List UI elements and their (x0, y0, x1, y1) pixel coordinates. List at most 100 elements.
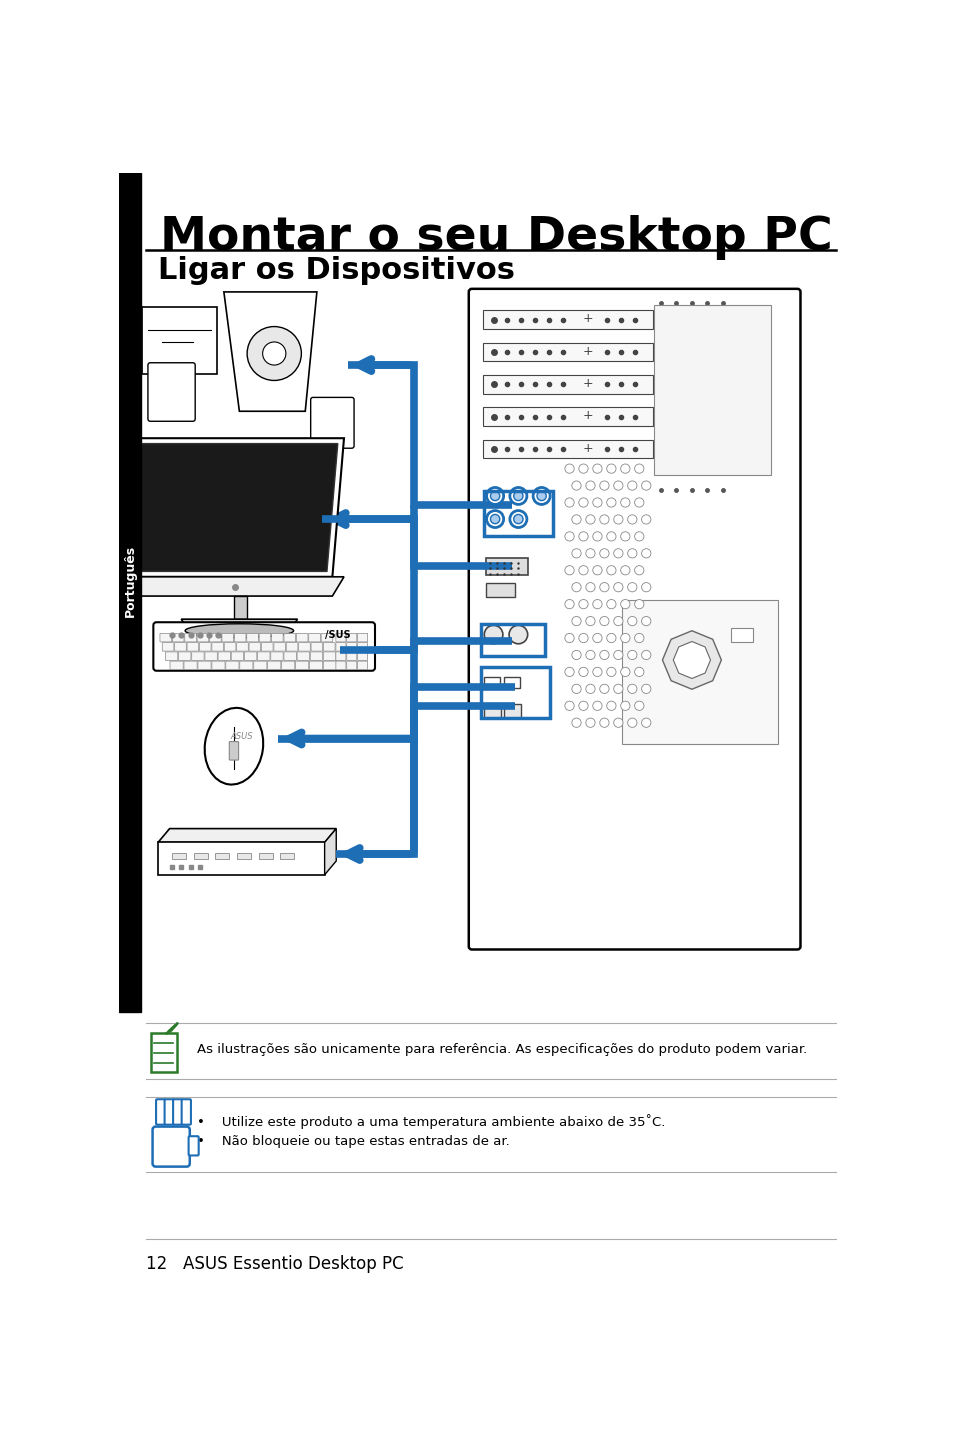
FancyBboxPatch shape (178, 651, 191, 660)
Circle shape (620, 667, 629, 676)
Circle shape (627, 582, 637, 592)
FancyBboxPatch shape (311, 397, 354, 449)
Bar (730, 628, 752, 643)
Circle shape (613, 684, 622, 693)
Circle shape (606, 633, 616, 643)
Circle shape (585, 582, 595, 592)
Bar (483, 407, 652, 426)
Circle shape (620, 464, 629, 473)
Circle shape (627, 617, 637, 626)
Polygon shape (224, 292, 316, 411)
Circle shape (564, 600, 574, 608)
Text: As ilustrações são unicamente para referência. As especificações do produto pode: As ilustrações são unicamente para refer… (196, 1043, 806, 1055)
Circle shape (620, 633, 629, 643)
Circle shape (627, 549, 637, 558)
Circle shape (585, 480, 595, 490)
Bar (485, 582, 515, 597)
FancyBboxPatch shape (335, 633, 346, 641)
Circle shape (571, 480, 580, 490)
Circle shape (634, 667, 643, 676)
Polygon shape (233, 597, 247, 620)
FancyBboxPatch shape (346, 661, 356, 670)
FancyBboxPatch shape (153, 623, 375, 670)
FancyBboxPatch shape (172, 1099, 182, 1125)
Circle shape (592, 565, 601, 575)
Circle shape (513, 515, 522, 523)
Circle shape (571, 684, 580, 693)
Circle shape (578, 667, 587, 676)
Circle shape (599, 718, 608, 728)
Circle shape (578, 498, 587, 508)
Circle shape (599, 549, 608, 558)
Polygon shape (123, 439, 344, 577)
Circle shape (509, 510, 526, 528)
FancyBboxPatch shape (152, 1126, 190, 1166)
FancyBboxPatch shape (170, 661, 183, 670)
FancyBboxPatch shape (197, 661, 211, 670)
FancyBboxPatch shape (165, 1099, 173, 1125)
Circle shape (571, 549, 580, 558)
FancyBboxPatch shape (259, 633, 271, 641)
Circle shape (606, 702, 616, 710)
FancyBboxPatch shape (174, 643, 186, 651)
Circle shape (585, 684, 595, 693)
Circle shape (641, 684, 650, 693)
FancyBboxPatch shape (321, 633, 333, 641)
Circle shape (599, 480, 608, 490)
Bar (483, 342, 652, 361)
FancyBboxPatch shape (335, 651, 346, 660)
FancyBboxPatch shape (323, 643, 335, 651)
Circle shape (613, 549, 622, 558)
Bar (485, 558, 528, 575)
Circle shape (592, 667, 601, 676)
Circle shape (620, 702, 629, 710)
Bar (484, 703, 500, 718)
FancyBboxPatch shape (284, 651, 296, 660)
Bar (193, 853, 208, 860)
Circle shape (592, 702, 601, 710)
FancyBboxPatch shape (165, 651, 177, 660)
FancyBboxPatch shape (226, 661, 239, 670)
Bar (151, 1034, 177, 1071)
Circle shape (613, 617, 622, 626)
FancyBboxPatch shape (346, 643, 356, 651)
Polygon shape (158, 828, 335, 843)
FancyBboxPatch shape (160, 633, 172, 641)
Circle shape (578, 464, 587, 473)
FancyBboxPatch shape (231, 651, 243, 660)
Polygon shape (673, 641, 710, 679)
Circle shape (641, 582, 650, 592)
Circle shape (634, 565, 643, 575)
Circle shape (262, 342, 286, 365)
Circle shape (606, 565, 616, 575)
Circle shape (585, 718, 595, 728)
Circle shape (571, 617, 580, 626)
FancyBboxPatch shape (142, 306, 216, 374)
Circle shape (564, 667, 574, 676)
Circle shape (592, 600, 601, 608)
FancyBboxPatch shape (274, 643, 285, 651)
Circle shape (606, 667, 616, 676)
Circle shape (641, 617, 650, 626)
Circle shape (641, 718, 650, 728)
FancyBboxPatch shape (295, 661, 309, 670)
FancyBboxPatch shape (323, 651, 335, 660)
FancyBboxPatch shape (189, 1136, 198, 1156)
Text: +: + (582, 410, 593, 423)
Bar (119, 173, 141, 1012)
Circle shape (634, 702, 643, 710)
Circle shape (613, 480, 622, 490)
Polygon shape (661, 631, 720, 689)
Circle shape (606, 600, 616, 608)
FancyBboxPatch shape (335, 643, 346, 651)
Circle shape (599, 650, 608, 660)
Circle shape (613, 582, 622, 592)
Circle shape (578, 600, 587, 608)
Circle shape (606, 532, 616, 541)
Ellipse shape (205, 707, 263, 785)
FancyBboxPatch shape (468, 289, 800, 949)
FancyBboxPatch shape (296, 633, 308, 641)
Bar (484, 492, 552, 536)
Circle shape (634, 464, 643, 473)
Circle shape (606, 498, 616, 508)
